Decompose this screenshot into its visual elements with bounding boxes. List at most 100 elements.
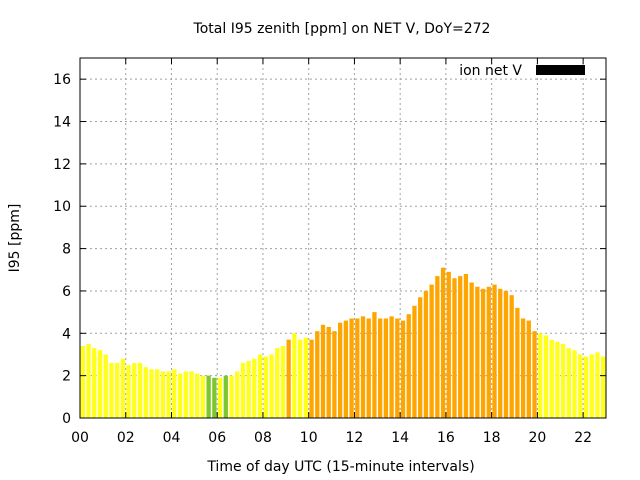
grid-lines: [80, 58, 606, 418]
x-tick-label: 00: [71, 430, 89, 446]
bar: [86, 343, 91, 418]
bar: [120, 358, 126, 418]
y-tick-label: 0: [62, 411, 71, 427]
y-tick-label: 10: [53, 199, 71, 215]
bar: [400, 320, 406, 418]
x-tick-label: 08: [254, 430, 272, 446]
bar: [435, 276, 440, 418]
bar: [115, 362, 120, 418]
y-tick-label: 6: [62, 284, 71, 300]
bar: [360, 316, 366, 418]
bar: [297, 339, 303, 418]
bar: [320, 324, 326, 418]
y-tick-label: 2: [62, 369, 71, 385]
legend: ion net V: [459, 63, 585, 79]
x-tick-label: 04: [163, 430, 181, 446]
bar: [137, 362, 143, 418]
bar: [498, 288, 503, 418]
bar: [418, 297, 423, 418]
bar: [229, 375, 234, 418]
bar: [423, 290, 429, 418]
bar: [595, 352, 600, 418]
bar: [549, 339, 554, 418]
bar: [246, 360, 251, 418]
bar: [280, 346, 286, 418]
bar: [166, 371, 171, 418]
bar: [566, 348, 571, 418]
x-tick-label: 22: [574, 430, 592, 446]
x-tick-label: 10: [300, 430, 318, 446]
bar: [469, 282, 474, 418]
bar: [589, 354, 594, 418]
x-tick-label: 06: [208, 430, 226, 446]
legend-swatch: [536, 65, 585, 75]
bar: [446, 271, 451, 418]
bar: [412, 305, 417, 418]
bar: [332, 331, 337, 418]
plot-frame: [79, 57, 607, 419]
bar: [578, 354, 583, 418]
x-axis-title: Time of day UTC (15-minute intervals): [206, 459, 474, 475]
bar: [206, 375, 211, 418]
bar: [486, 286, 491, 418]
bar: [269, 354, 274, 418]
bar: [286, 339, 291, 418]
bar: [315, 331, 320, 418]
y-axis-title: I95 [ppm]: [7, 204, 23, 273]
chart-title: Total I95 zenith [ppm] on NET V, DoY=272: [193, 21, 491, 37]
bar: [217, 377, 223, 418]
bar: [509, 295, 514, 418]
bar: [303, 337, 308, 418]
bar: [252, 358, 257, 418]
bar: [275, 348, 280, 418]
bar: [560, 343, 566, 418]
bar: [520, 318, 526, 418]
x-tick-label: 14: [391, 430, 409, 446]
bar: [109, 362, 114, 418]
bar: [463, 274, 469, 418]
bar: [532, 331, 537, 418]
bar: [183, 371, 188, 418]
bar: [395, 318, 400, 418]
bar: [526, 320, 531, 418]
bar: [326, 326, 331, 418]
bar: [555, 341, 560, 418]
bar: [349, 318, 354, 418]
bar: [292, 333, 297, 418]
x-tick-label: 02: [117, 430, 135, 446]
bar: [160, 371, 166, 418]
bar-series: [80, 267, 606, 418]
bar: [406, 314, 411, 418]
bar: [132, 362, 137, 418]
bar: [235, 371, 240, 418]
y-tick-label: 16: [53, 72, 71, 88]
bar: [309, 339, 314, 418]
bar: [583, 356, 589, 418]
bar: [543, 335, 549, 418]
y-tick-label: 14: [53, 115, 71, 131]
bar: [372, 312, 377, 418]
bar: [212, 377, 217, 418]
bar: [126, 365, 131, 418]
bar: [97, 350, 103, 418]
bar: [538, 333, 543, 418]
bar: [492, 284, 497, 418]
bar: [440, 267, 446, 418]
y-tick-label: 4: [62, 326, 71, 342]
bar: [480, 288, 486, 418]
y-tick-label: 12: [53, 157, 71, 173]
bar: [515, 307, 520, 418]
bar: [383, 318, 389, 418]
bar: [337, 322, 343, 418]
bar: [200, 375, 206, 418]
bar: [452, 278, 457, 418]
bar: [155, 369, 160, 418]
legend-label: ion net V: [459, 63, 522, 79]
bar: [503, 290, 509, 418]
y-tick-label: 8: [62, 242, 71, 258]
bar: [378, 318, 383, 418]
bar: [240, 362, 246, 418]
bar: [600, 356, 606, 418]
